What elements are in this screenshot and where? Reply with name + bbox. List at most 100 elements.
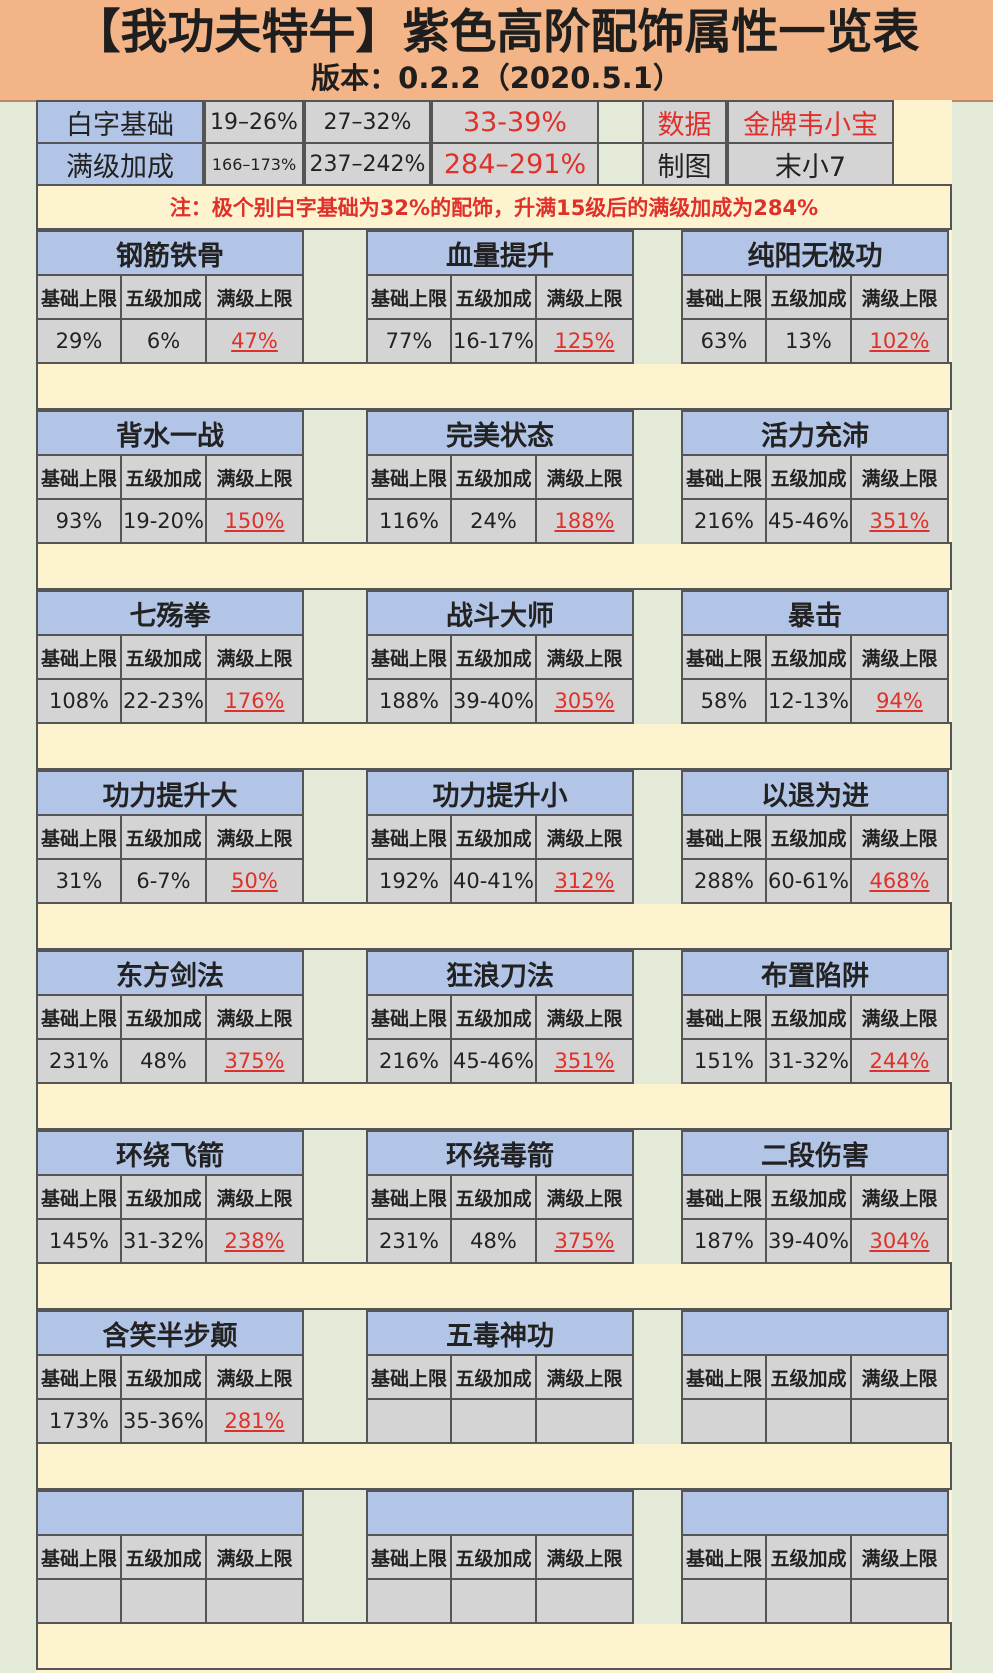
sub-header: 基础上限: [36, 634, 122, 680]
card-title: 活力充沛: [681, 410, 949, 456]
page-title: 【我功夫特牛】紫色高阶配饰属性一览表: [73, 5, 920, 60]
max-value: 468%: [850, 858, 949, 904]
card-title: [681, 1310, 949, 1356]
sub-header: 五级加成: [120, 1354, 207, 1400]
column-gap: [304, 1310, 366, 1444]
base-value: 63%: [681, 318, 767, 364]
max-value: 305%: [535, 678, 634, 724]
column-gap: [304, 590, 366, 724]
base-value: 151%: [681, 1038, 767, 1084]
tier-1-value: 19–26%: [204, 100, 304, 144]
base-value: [681, 1398, 767, 1444]
sub-header: 基础上限: [681, 1534, 767, 1580]
card-title: 环绕飞箭: [36, 1130, 304, 1176]
card-title: 东方剑法: [36, 950, 304, 996]
five-value: [120, 1578, 207, 1624]
column-gap: [304, 1490, 366, 1624]
sub-header: 满级上限: [850, 454, 949, 500]
base-value: 231%: [366, 1218, 452, 1264]
column-gap: [634, 950, 681, 1084]
base-value: 77%: [366, 318, 452, 364]
sub-header: 基础上限: [681, 814, 767, 860]
card-title: 功力提升小: [366, 770, 634, 816]
column-gap: [634, 230, 681, 364]
sub-header: 基础上限: [36, 814, 122, 860]
column-gap: [304, 230, 366, 364]
card-title: 布置陷阱: [681, 950, 949, 996]
max-value: 102%: [850, 318, 949, 364]
spacer: [599, 100, 642, 144]
sub-header: 五级加成: [120, 634, 207, 680]
sub-header: 基础上限: [681, 454, 767, 500]
five-value: 45-46%: [450, 1038, 537, 1084]
column-gap: [634, 1130, 681, 1264]
five-value: 31-32%: [120, 1218, 207, 1264]
sub-header: 满级上限: [535, 1174, 634, 1220]
base-value: 31%: [36, 858, 122, 904]
max-value: 351%: [535, 1038, 634, 1084]
card-title: [681, 1490, 949, 1536]
sub-header: 满级上限: [205, 994, 304, 1040]
sub-header: 满级上限: [850, 274, 949, 320]
base-value: 116%: [366, 498, 452, 544]
card-title: 暴击: [681, 590, 949, 636]
sub-header: 满级上限: [535, 1354, 634, 1400]
sub-header: 五级加成: [765, 994, 852, 1040]
credit-value: 末小7: [727, 142, 894, 186]
sub-header: 五级加成: [120, 274, 207, 320]
sub-header: 满级上限: [535, 454, 634, 500]
sub-header: 五级加成: [450, 994, 537, 1040]
max-value: 176%: [205, 678, 304, 724]
five-value: 6%: [120, 318, 207, 364]
spacer: [599, 142, 642, 186]
card-title: 含笑半步颠: [36, 1310, 304, 1356]
five-value: 13%: [765, 318, 852, 364]
sub-header: 满级上限: [850, 1354, 949, 1400]
card-title: 七殇拳: [36, 590, 304, 636]
base-value: [366, 1578, 452, 1624]
base-value: [366, 1398, 452, 1444]
row-separator: [36, 542, 952, 590]
sub-header: 五级加成: [450, 1174, 537, 1220]
sub-header: 满级上限: [850, 634, 949, 680]
sub-header: 五级加成: [450, 634, 537, 680]
max-value: 47%: [205, 318, 304, 364]
five-value: 60-61%: [765, 858, 852, 904]
sub-header: 满级上限: [205, 454, 304, 500]
sub-header: 基础上限: [681, 994, 767, 1040]
five-value: 24%: [450, 498, 537, 544]
credit-key: 制图: [642, 142, 727, 186]
card-title: 环绕毒箭: [366, 1130, 634, 1176]
max-value: 188%: [535, 498, 634, 544]
five-value: 31-32%: [765, 1038, 852, 1084]
sub-header: 五级加成: [450, 1534, 537, 1580]
tier-2-value: 237–242%: [304, 142, 431, 186]
header-banner: 【我功夫特牛】紫色高阶配饰属性一览表 版本：0.2.2（2020.5.1）: [0, 0, 993, 102]
max-value: 351%: [850, 498, 949, 544]
card-title: 战斗大师: [366, 590, 634, 636]
sub-header: 满级上限: [205, 1174, 304, 1220]
sub-header: 基础上限: [366, 274, 452, 320]
row-separator: [36, 362, 952, 410]
sub-header: 五级加成: [765, 1174, 852, 1220]
five-value: 39-40%: [765, 1218, 852, 1264]
max-value: [535, 1398, 634, 1444]
column-gap: [304, 410, 366, 544]
sub-header: 基础上限: [36, 1534, 122, 1580]
card-title: 背水一战: [36, 410, 304, 456]
card-title: [366, 1490, 634, 1536]
sub-header: 满级上限: [205, 634, 304, 680]
max-value: 312%: [535, 858, 634, 904]
sub-header: 基础上限: [36, 274, 122, 320]
base-value: 58%: [681, 678, 767, 724]
sub-header: 满级上限: [535, 994, 634, 1040]
sub-header: 基础上限: [36, 1174, 122, 1220]
sub-header: 五级加成: [120, 994, 207, 1040]
sub-header: 满级上限: [535, 274, 634, 320]
sub-header: 五级加成: [120, 1534, 207, 1580]
sub-header: 满级上限: [850, 814, 949, 860]
five-value: 48%: [120, 1038, 207, 1084]
column-gap: [634, 1310, 681, 1444]
sub-header: 基础上限: [366, 634, 452, 680]
base-value: 216%: [366, 1038, 452, 1084]
